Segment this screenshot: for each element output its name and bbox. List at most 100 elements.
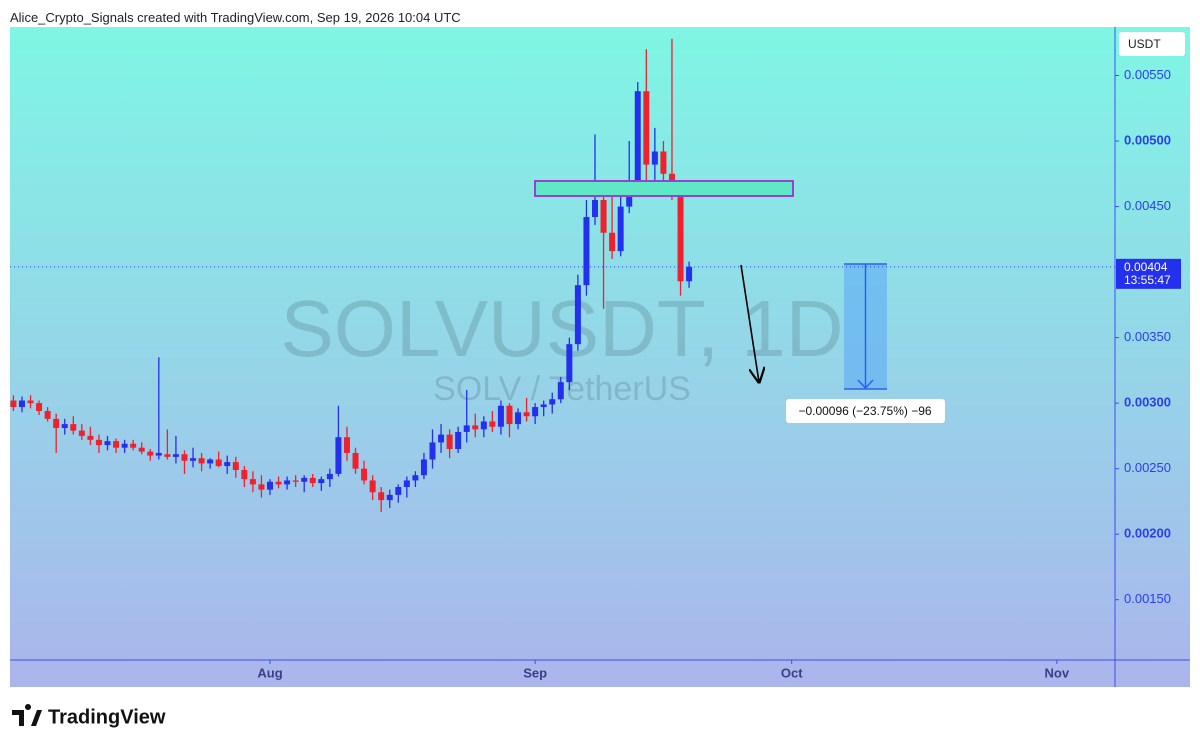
candle-body: [643, 91, 650, 165]
candle-body: [249, 479, 256, 485]
candle-body: [87, 435, 94, 440]
candle-body: [540, 404, 547, 408]
candle-body: [677, 193, 684, 282]
candle-body: [592, 199, 598, 218]
countdown: 13:55:47: [1124, 273, 1171, 287]
x-tick-label: Aug: [257, 665, 282, 680]
measure-label-box: [786, 399, 945, 423]
candle-body: [113, 441, 120, 448]
candle-body: [275, 481, 282, 485]
candle-body: [480, 421, 487, 430]
candle-body: [138, 447, 145, 452]
y-tick-label: 0.00200: [1124, 526, 1171, 541]
candle-body: [10, 400, 17, 408]
candle-body: [27, 400, 34, 404]
candle-body: [130, 443, 137, 448]
candle-body: [164, 454, 171, 457]
candle-body: [53, 418, 60, 429]
candle-body: [44, 410, 51, 419]
candle-body: [557, 382, 564, 400]
logo: TradingView: [12, 704, 166, 728]
y-tick-label: 0.00250: [1124, 460, 1171, 475]
candle-body: [378, 492, 385, 501]
candle-body: [326, 473, 333, 480]
candle-body: [18, 400, 25, 408]
candle-body: [155, 452, 162, 456]
currency-box[interactable]: [1119, 32, 1185, 56]
y-tick-label: 0.00350: [1124, 329, 1171, 344]
candle-body: [61, 424, 68, 429]
measure-arrow-head: [857, 379, 874, 390]
candle-body: [104, 441, 111, 446]
candle-body: [121, 443, 128, 448]
candle-body: [660, 151, 667, 174]
currency[interactable]: USDT: [1128, 37, 1161, 51]
candle-body: [515, 412, 522, 425]
candle-body: [172, 454, 179, 457]
candle-body: [489, 421, 496, 427]
x-tick-label: Oct: [781, 665, 803, 680]
candle-body: [309, 477, 316, 484]
plot-background: [10, 27, 1190, 687]
x-tick-label: Sep: [523, 665, 547, 680]
measure-label: −0.00096 (−23.75%) −96: [798, 404, 931, 418]
candle-body: [429, 442, 436, 460]
candles: [10, 38, 693, 512]
candle-body: [549, 399, 556, 405]
last-price-box: [1116, 258, 1181, 289]
candle-body: [352, 452, 359, 469]
y-tick-label: 0.00300: [1124, 395, 1171, 410]
logo-text: TradingView: [48, 706, 166, 728]
candle-body: [574, 285, 581, 345]
candle-body: [224, 462, 231, 467]
candle-body: [318, 479, 325, 484]
candle-body: [78, 430, 85, 436]
candle-body: [566, 344, 573, 383]
candle-body: [284, 480, 291, 485]
candle-body: [95, 439, 102, 446]
candle-body: [190, 458, 197, 461]
candle-body: [506, 405, 513, 425]
candle-body: [600, 199, 607, 233]
watermark: SOLVUSDT, 1D: [280, 284, 843, 373]
x-tick-label: Nov: [1045, 665, 1070, 680]
candle-body: [301, 477, 308, 482]
candle-body: [609, 232, 616, 252]
candle-body: [472, 425, 479, 430]
arrow: [740, 264, 759, 382]
candle-body: [651, 151, 658, 165]
candle-body: [343, 437, 350, 453]
logo-icon: [12, 704, 42, 726]
y-tick-label: 0.00550: [1124, 67, 1171, 82]
candle-body: [36, 403, 43, 411]
candle-body: [386, 494, 393, 501]
candle-body: [583, 217, 590, 286]
candle-body: [292, 480, 299, 482]
credit: Alice_Crypto_Signals created with Tradin…: [10, 10, 461, 25]
candle-body: [497, 405, 504, 427]
candle-body: [198, 458, 205, 464]
y-tick-label: 0.00450: [1124, 198, 1171, 213]
zone: [534, 180, 794, 197]
candle-body: [686, 266, 693, 282]
candle-body: [523, 412, 530, 417]
candle-body: [455, 431, 462, 449]
candle-body: [634, 91, 641, 181]
candle-body: [446, 434, 453, 449]
candle-body: [232, 462, 239, 470]
candle-body: [267, 481, 273, 490]
candle-body: [147, 451, 154, 456]
y-tick-label: 0.00500: [1124, 132, 1171, 147]
candle-body: [532, 407, 539, 417]
candle-body: [438, 434, 445, 443]
candle-body: [369, 480, 376, 493]
candle-body: [241, 469, 248, 480]
last-price-label: 0.00404: [1124, 260, 1168, 274]
candle-body: [70, 424, 77, 431]
candle-body: [207, 459, 214, 464]
y-tick-label: 0.00150: [1124, 591, 1171, 606]
candle-body: [395, 487, 402, 495]
candle-body: [463, 425, 470, 432]
